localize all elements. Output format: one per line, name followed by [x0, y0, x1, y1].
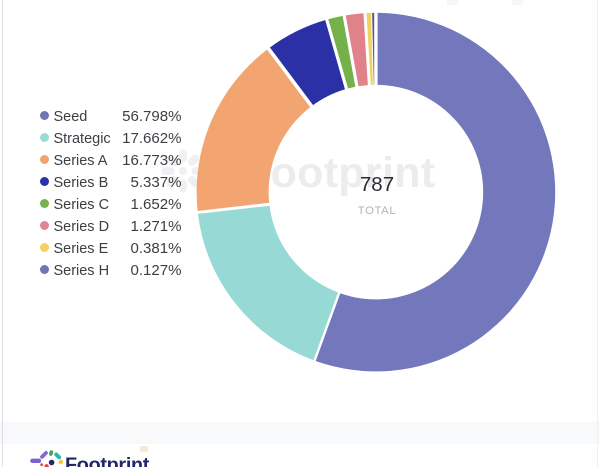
svg-text:footprint: footprint [256, 149, 435, 197]
svg-text:Footprint: Footprint [65, 454, 150, 467]
